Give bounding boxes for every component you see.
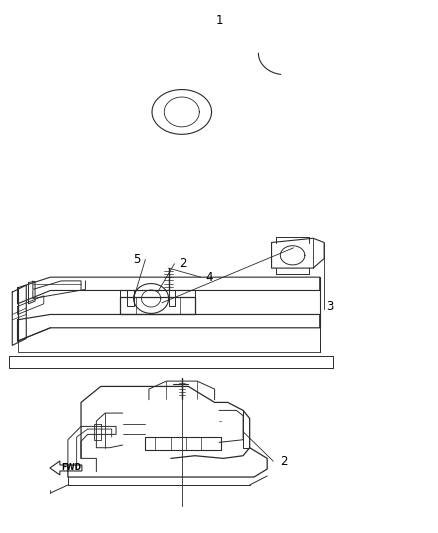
Polygon shape [50,461,82,475]
Text: 5: 5 [133,253,140,266]
Text: 2: 2 [280,455,288,467]
Text: 2: 2 [180,257,187,270]
Text: FWD: FWD [61,464,81,472]
Text: 4: 4 [206,271,213,284]
Text: 3: 3 [326,300,333,313]
Text: 1: 1 [215,14,223,27]
